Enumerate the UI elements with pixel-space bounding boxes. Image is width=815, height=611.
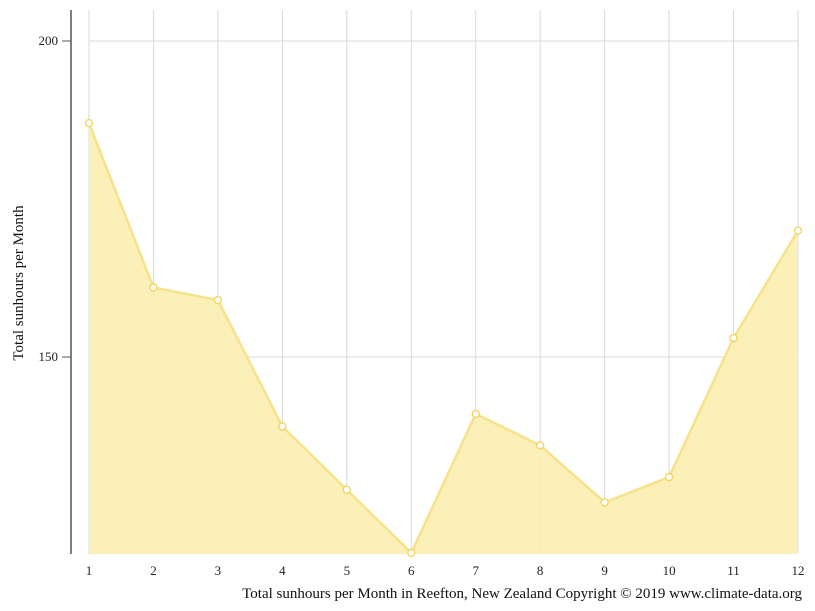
- y-tick-label: 200: [39, 33, 59, 48]
- y-axis-title: Total sunhours per Month: [11, 205, 27, 361]
- y-ticks: 150 200: [39, 33, 71, 364]
- data-point: [793, 226, 803, 235]
- sunhours-line: [87, 122, 800, 555]
- data-point: [149, 283, 158, 292]
- data-point: [536, 441, 545, 450]
- x-tick-label: 9: [601, 563, 608, 578]
- chart-caption: Total sunhours per Month in Reefton, New…: [242, 586, 802, 602]
- x-tick-label: 2: [150, 563, 157, 578]
- x-tick-label: 5: [344, 563, 351, 578]
- x-tick-label: 7: [472, 563, 479, 578]
- sunhours-area: [89, 123, 798, 554]
- x-ticks: 1 2 3 4 5 6 7 8 9 10 11 12: [86, 563, 805, 578]
- x-tick-label: 3: [215, 563, 222, 578]
- x-tick-label: 6: [408, 563, 415, 578]
- x-tick-label: 10: [663, 563, 676, 578]
- grid-lines: [88, 10, 799, 554]
- x-tick-label: 1: [86, 563, 93, 578]
- data-point: [213, 295, 223, 305]
- data-point: [84, 119, 94, 128]
- data-point: [729, 333, 738, 343]
- x-tick-label: 11: [727, 563, 740, 578]
- x-tick-label: 8: [537, 563, 544, 578]
- data-point: [600, 498, 609, 507]
- y-tick-label: 150: [39, 349, 59, 364]
- data-point: [342, 485, 351, 494]
- data-point: [407, 548, 416, 558]
- data-point: [471, 409, 480, 419]
- data-markers: [84, 119, 803, 558]
- data-point: [664, 472, 674, 482]
- data-point: [278, 422, 287, 431]
- x-tick-label: 12: [792, 563, 805, 578]
- x-tick-label: 4: [279, 563, 286, 578]
